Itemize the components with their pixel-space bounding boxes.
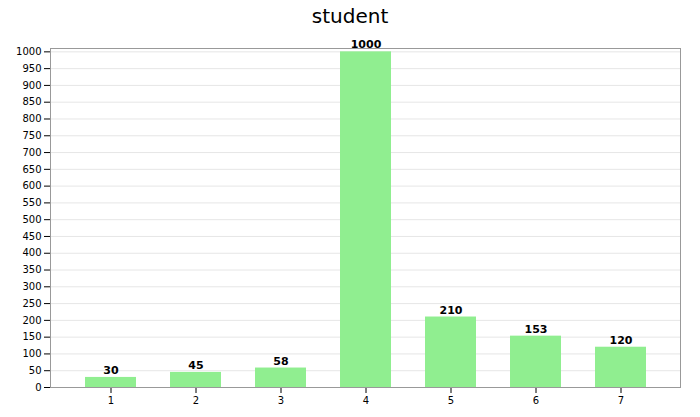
html-text:student: student — [311, 4, 389, 28]
svg-text:850: 850 — [22, 96, 41, 107]
svg-text:5: 5 — [448, 395, 454, 406]
svg-text:450: 450 — [22, 231, 41, 242]
svg-text:300: 300 — [22, 281, 41, 292]
svg-text:900: 900 — [22, 80, 41, 91]
svg-text:350: 350 — [22, 264, 41, 275]
svg-text:0: 0 — [35, 382, 41, 393]
svg-text:700: 700 — [22, 147, 41, 158]
svg-text:4: 4 — [363, 395, 369, 406]
svg-text:400: 400 — [22, 247, 41, 258]
svg-text:6: 6 — [533, 395, 539, 406]
svg-text:1000: 1000 — [16, 46, 41, 57]
svg-text:1: 1 — [108, 395, 114, 406]
svg-text:2: 2 — [193, 395, 199, 406]
svg-text:45: 45 — [188, 359, 203, 372]
svg-text:650: 650 — [22, 164, 41, 175]
svg-text:550: 550 — [22, 197, 41, 208]
svg-text:950: 950 — [22, 63, 41, 74]
svg-text:150: 150 — [22, 331, 41, 342]
svg-text:120: 120 — [610, 334, 633, 347]
svg-text:3: 3 — [278, 395, 284, 406]
svg-text:210: 210 — [440, 304, 463, 317]
svg-text:153: 153 — [525, 323, 548, 336]
svg-text:1000: 1000 — [351, 38, 382, 51]
svg-text:30: 30 — [103, 364, 119, 377]
svg-text:200: 200 — [22, 315, 41, 326]
svg-text:600: 600 — [22, 180, 41, 191]
svg-text:800: 800 — [22, 113, 41, 124]
svg-text:500: 500 — [22, 214, 41, 225]
svg-text:250: 250 — [22, 298, 41, 309]
svg-text:750: 750 — [22, 130, 41, 141]
svg-text:50: 50 — [29, 365, 42, 376]
svg-text:58: 58 — [273, 355, 288, 368]
svg-text:100: 100 — [22, 348, 41, 359]
svg-text:7: 7 — [618, 395, 624, 406]
